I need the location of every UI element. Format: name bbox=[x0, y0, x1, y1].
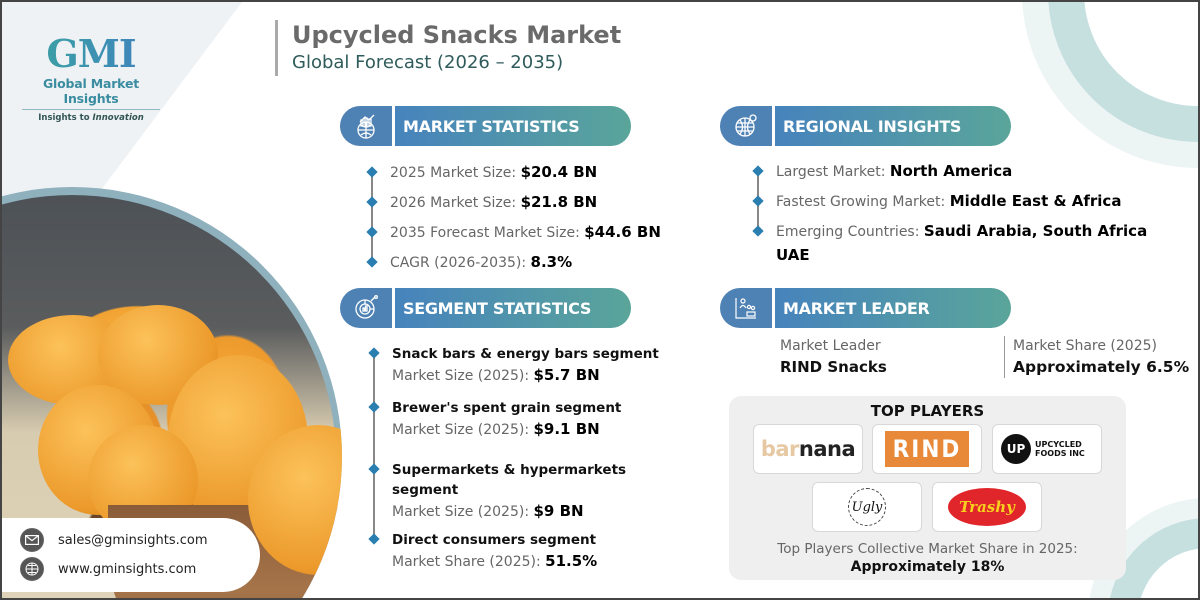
decorative-arc-top-right bbox=[1048, 2, 1198, 142]
segment-snack-bars: Snack bars & energy bars segment Market … bbox=[368, 344, 659, 398]
globe-pin-icon bbox=[720, 106, 772, 146]
segment-statistics-title: SEGMENT STATISTICS bbox=[395, 288, 631, 328]
regional-insights-header: REGIONAL INSIGHTS bbox=[720, 106, 1011, 146]
player-logo-upcycled-foods: UP UPCYCLED FOODS INC bbox=[992, 424, 1102, 474]
emerging-countries: Emerging Countries: Saudi Arabia, South … bbox=[752, 221, 1147, 251]
market-statistics-title: MARKET STATISTICS bbox=[395, 106, 631, 146]
email-icon bbox=[20, 528, 44, 552]
page-subtitle: Global Forecast (2026 – 2035) bbox=[292, 52, 564, 73]
page-title: Upcycled Snacks Market bbox=[292, 21, 622, 49]
market-leader-header: MARKET LEADER bbox=[720, 288, 1011, 328]
segment-direct-consumers: Direct consumers segment Market Share (2… bbox=[368, 530, 659, 580]
segment-statistics-list: Snack bars & energy bars segment Market … bbox=[368, 344, 659, 580]
chart-globe-icon bbox=[340, 106, 392, 146]
logo-divider bbox=[22, 109, 160, 110]
segment-supermarkets: Supermarkets & hypermarkets segment Mark… bbox=[368, 460, 659, 530]
market-statistics-list: 2025 Market Size: $20.4 BN 2026 Market S… bbox=[366, 162, 661, 282]
collective-share-value: Approximately 18% bbox=[850, 559, 1005, 575]
emerging-countries-line2: UAE bbox=[776, 246, 810, 264]
segment-statistics-header: SEGMENT STATISTICS bbox=[340, 288, 631, 328]
market-leader-block: Market Leader RIND Snacks bbox=[780, 336, 887, 378]
largest-market: Largest Market: North America bbox=[752, 161, 1147, 191]
player-logo-rind: RIND bbox=[872, 424, 982, 474]
stat-cagr: CAGR (2026-2035): 8.3% bbox=[366, 252, 661, 282]
leader-label: Market Leader bbox=[780, 338, 881, 354]
player-logo-ugly-co: Ugly bbox=[812, 482, 922, 532]
stat-2035-forecast-size: 2035 Forecast Market Size: $44.6 BN bbox=[366, 222, 661, 252]
market-statistics-header: MARKET STATISTICS bbox=[340, 106, 631, 146]
email-link[interactable]: sales@gminsights.com bbox=[58, 532, 208, 548]
contact-email[interactable]: sales@gminsights.com bbox=[20, 528, 208, 552]
collective-share-label: Top Players Collective Market Share in 2… bbox=[777, 541, 1078, 557]
stat-2026-market-size: 2026 Market Size: $21.8 BN bbox=[366, 192, 661, 222]
leader-share-block: Market Share (2025) Approximately 6.5% bbox=[1004, 336, 1189, 378]
top-players-footer: Top Players Collective Market Share in 2… bbox=[729, 540, 1126, 576]
pie-chart-icon bbox=[340, 288, 392, 328]
web-globe-icon bbox=[20, 557, 44, 581]
title-block: Upcycled Snacks Market Global Forecast (… bbox=[275, 20, 621, 76]
contact-card: sales@gminsights.com www.gminsights.com bbox=[2, 518, 260, 592]
player-logo-barnana: barnana bbox=[753, 424, 863, 474]
regional-insights-title: REGIONAL INSIGHTS bbox=[775, 106, 1011, 146]
top-players-title: TOP PLAYERS bbox=[870, 402, 985, 420]
market-leader-title: MARKET LEADER bbox=[775, 288, 1011, 328]
contact-website[interactable]: www.gminsights.com bbox=[20, 557, 196, 581]
logo-company-name: Global Market Insights bbox=[42, 76, 140, 106]
gmi-logo: GMI Global Market Insights Insights to I… bbox=[16, 34, 166, 123]
website-link[interactable]: www.gminsights.com bbox=[58, 561, 197, 577]
segment-brewers-spent-grain: Brewer's spent grain segment Market Size… bbox=[368, 398, 659, 460]
leader-value: RIND Snacks bbox=[780, 358, 887, 376]
top-players-panel: TOP PLAYERS barnana RIND UP UPCYCLED FOO… bbox=[729, 396, 1126, 580]
leader-podium-icon bbox=[720, 288, 772, 328]
player-logo-trashy: Trashy bbox=[932, 482, 1042, 532]
fastest-growing-market: Fastest Growing Market: Middle East & Af… bbox=[752, 191, 1147, 221]
stat-2025-market-size: 2025 Market Size: $20.4 BN bbox=[366, 162, 661, 192]
leader-share-label: Market Share (2025) bbox=[1013, 338, 1157, 354]
logo-mark: GMI bbox=[16, 34, 166, 74]
logo-tagline: Insights to Innovation bbox=[38, 113, 144, 123]
regional-insights-list: Largest Market: North America Fastest Gr… bbox=[752, 161, 1147, 264]
leader-share-value: Approximately 6.5% bbox=[1013, 358, 1190, 376]
